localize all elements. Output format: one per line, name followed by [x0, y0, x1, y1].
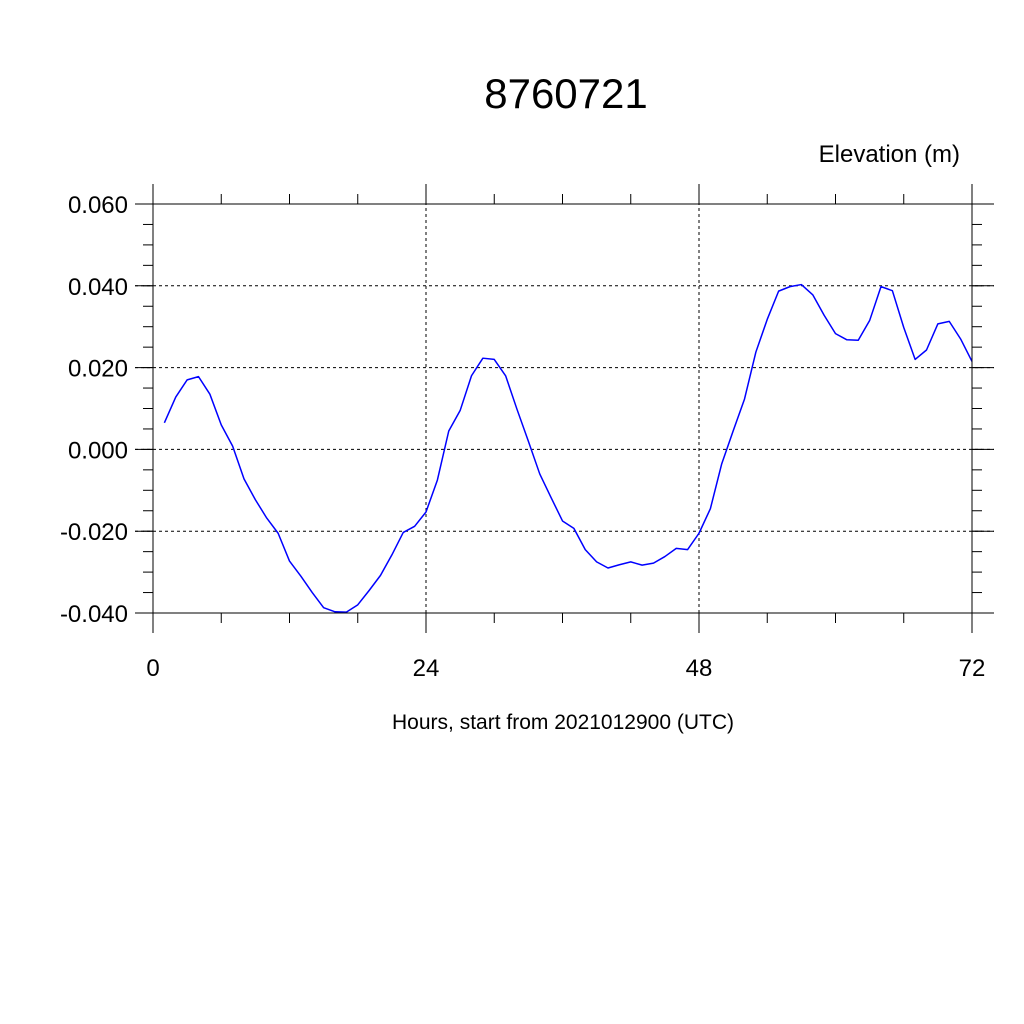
x-axis-label: Hours, start from 2021012900 (UTC): [392, 711, 734, 734]
x-tick-label: 0: [146, 655, 159, 682]
x-tick-label: 48: [686, 655, 713, 682]
y-tick-label: 0.060: [68, 192, 128, 219]
chart-title: 8760721: [484, 70, 648, 117]
y-tick-label: 0.020: [68, 356, 128, 383]
elevation-series-line: [163, 283, 973, 613]
y-tick-label: 0.040: [68, 274, 128, 301]
x-tick-label: 24: [413, 655, 440, 682]
plot-frame: [152, 203, 973, 614]
x-tick-label: 72: [959, 655, 986, 682]
chart-subtitle: Elevation (m): [819, 141, 960, 168]
tick-marks: [135, 184, 994, 633]
y-tick-label: 0.000: [68, 437, 128, 464]
y-tick-label: -0.020: [60, 519, 128, 546]
y-tick-label: -0.040: [60, 601, 128, 628]
series-group: [163, 283, 973, 613]
tick-labels: -0.040 -0.020 0.000 0.020 0.040 0.060 0 24 48 72: [60, 192, 985, 682]
